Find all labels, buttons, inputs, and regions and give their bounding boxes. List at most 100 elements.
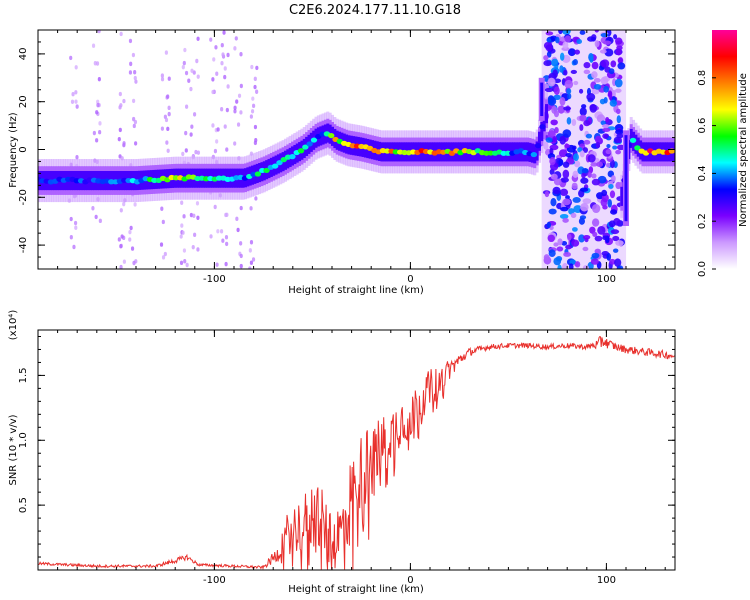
spectrogram-ylabel: Frequency (Hz) [8,112,19,188]
heatmap-cell [605,162,611,168]
heatmap-cell [579,215,587,220]
heatmap-cell [603,97,608,104]
heatmap-cell [564,143,570,149]
heatmap-cell [239,205,243,211]
heatmap-cell [546,37,552,43]
heatmap-cell [223,66,227,71]
heatmap-cell [119,103,123,108]
heatmap-cell [611,175,616,183]
heatmap-cell [73,220,78,226]
heatmap-cell [593,83,602,90]
y-tick-label: 40 [18,48,29,61]
heatmap-cell [552,135,558,143]
heatmap-cell [612,248,619,253]
heatmap-cell [547,96,557,106]
y-tick-label: -40 [18,237,29,253]
heatmap-cell [192,112,197,117]
heatmap-cell [573,153,579,162]
heatmap-cell [239,110,243,115]
heatmap-cell [562,129,572,138]
heatmap-cell [98,121,102,126]
heatmap-cell [547,234,555,243]
heatmap-cell [128,237,132,242]
heatmap-cell [253,84,257,90]
heatmap-cell [119,244,123,249]
x-tick-label: -100 [203,575,226,586]
heatmap-cell [559,96,566,106]
heatmap-cell [600,33,609,38]
heatmap-cell [605,149,612,155]
heatmap-cell [602,127,611,132]
heatmap-cell [95,110,99,115]
heatmap-cell [190,68,194,73]
heatmap-cell [545,137,553,143]
heatmap-cell [192,213,196,219]
heatmap-cell [617,57,624,64]
heatmap-cell [561,240,568,246]
heatmap-cell [185,104,189,109]
heatmap-cell [187,78,191,83]
heatmap-cell [592,231,598,237]
heatmap-cell [567,48,576,57]
heatmap-cell [254,171,262,177]
heatmap-cell [606,253,612,261]
heatmap-cell [189,86,193,92]
heatmap-cell [224,261,228,267]
heatmap-cell [615,37,623,45]
heatmap-cell [591,61,599,70]
heatmap-cell [183,259,187,264]
colorbar-ticks: 0.0 0.2 0.4 0.6 0.8 [697,70,716,277]
heatmap-cell [553,86,560,95]
heatmap-cell [564,79,574,89]
heatmap-cell [563,251,571,257]
heatmap-cell [610,60,617,68]
heatmap-cell [587,171,592,178]
heatmap-cell [250,64,254,70]
heatmap-cell [74,225,78,230]
heatmap-cell [576,38,583,45]
snr-series-line [38,335,675,570]
heatmap-cell [559,52,565,61]
heatmap-cell [118,91,122,97]
heatmap-cell [221,238,225,243]
heatmap-cell [606,143,611,149]
heatmap-cell [615,240,624,246]
heatmap-cell [167,76,171,81]
heatmap-cell [556,246,564,252]
heatmap-cell [160,126,164,131]
heatmap-cell [611,89,616,98]
heatmap-cell [96,99,100,105]
heatmap-cell [69,55,73,61]
heatmap-cell [236,122,241,127]
heatmap-cell [570,69,578,75]
heatmap-cell [549,157,556,166]
heatmap-cell [609,258,616,265]
heatmap-cell [249,260,254,265]
heatmap-cell [196,74,200,79]
heatmap-cell [579,88,584,94]
heatmap-cell [220,106,224,112]
heatmap-cell [603,85,610,93]
heatmap-cell [557,264,562,269]
heatmap-cell [602,40,612,45]
heatmap-cell [608,220,616,228]
heatmap-cell [249,240,254,245]
heatmap-cell [593,77,601,83]
heatmap-cell [133,70,137,75]
snr-multiplier: (x10⁴) [8,310,19,341]
heatmap-cell [615,108,621,115]
heatmap-cell [570,212,577,219]
heatmap-cell [181,151,185,157]
heatmap-cell [220,60,224,66]
heatmap-cell [608,68,615,75]
heatmap-cell [540,121,544,142]
heatmap-cell [617,265,624,269]
heatmap-cell [553,242,559,247]
heatmap-cell [539,124,546,130]
heatmap-cell [581,168,589,174]
heatmap-cell [216,127,220,132]
heatmap-cell [614,88,622,93]
heatmap-cell [239,263,243,269]
colorbar-gradient [712,30,737,269]
heatmap-cell [122,201,126,207]
